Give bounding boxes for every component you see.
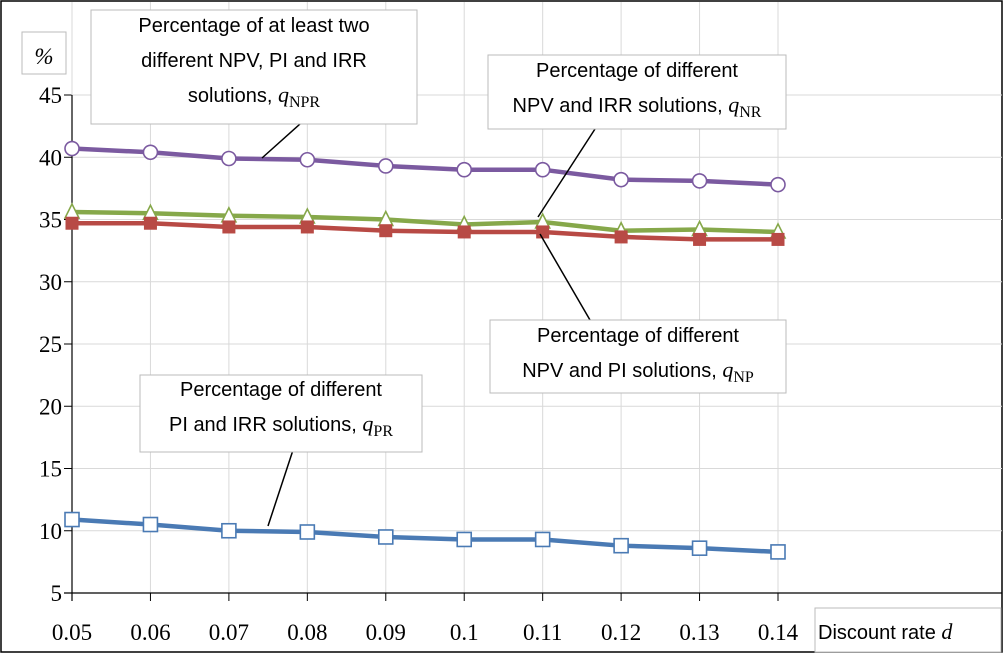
x-axis-label: Discount rate d	[818, 619, 953, 644]
annotation-arrow	[267, 440, 297, 527]
annotation-symbol: q	[728, 92, 739, 117]
marker	[300, 220, 314, 234]
annotation-subscript: PR	[373, 423, 393, 440]
marker	[299, 151, 316, 168]
annotation-line: Percentage of different	[537, 325, 739, 347]
marker	[771, 232, 785, 246]
y-label-box	[21, 31, 67, 75]
x-tick-label: 0.06	[130, 620, 170, 645]
y-tick-label: 35	[39, 208, 62, 233]
annotation-subscript: NR	[739, 104, 762, 121]
marker	[691, 540, 708, 556]
annotation-arrow	[537, 128, 596, 218]
marker	[221, 522, 237, 539]
y-tick-label: 40	[39, 145, 62, 170]
annotation-line: Percentage of at least two	[138, 15, 369, 37]
annotation-box	[489, 319, 787, 394]
annotation-subscript: NPR	[289, 94, 320, 111]
y-tick-label: 20	[39, 394, 62, 419]
x-tick-label: 0.08	[287, 620, 327, 645]
x-tick-label: 0.13	[679, 620, 719, 645]
marker	[299, 524, 316, 540]
x-tick-label: 0.05	[52, 620, 92, 645]
annotation-line: NPV and IRR solutions,	[513, 95, 723, 117]
annotation-subscript: NP	[733, 369, 754, 386]
annotation-line: PI and IRR solutions,	[169, 414, 357, 436]
x-tick-label: 0.09	[366, 620, 406, 645]
annotation-line: Percentage of different	[180, 379, 382, 401]
annotation-text: Percentage of different	[537, 325, 739, 347]
marker	[221, 150, 237, 167]
annotation-text: Percentage of different	[180, 379, 382, 401]
x-tick-label: 0.12	[601, 620, 641, 645]
x-axis-symbol: d	[941, 619, 953, 644]
annotation-text: solutions, qNPR	[188, 82, 321, 111]
marker	[691, 173, 708, 189]
marker	[456, 531, 473, 548]
marker	[64, 140, 80, 157]
series-line	[72, 220, 778, 242]
x-tick-label: 0.14	[758, 620, 799, 645]
marker	[142, 144, 159, 161]
marker	[770, 176, 786, 193]
x-label-box	[814, 607, 1002, 653]
x-tick-label: 0.1	[450, 620, 479, 645]
annotation-text: different NPV, PI and IRR	[141, 50, 367, 72]
y-tick-label: 15	[39, 457, 62, 482]
annotation-box	[139, 374, 423, 453]
y-axis-label: %	[34, 44, 53, 69]
annotation-symbol: q	[722, 357, 733, 382]
series-line	[71, 146, 779, 187]
annotation-symbol: q	[278, 82, 289, 107]
annotation-arrow	[261, 123, 301, 159]
marker	[534, 161, 551, 178]
marker	[222, 220, 236, 234]
annotation-text: Percentage of at least two	[138, 15, 369, 37]
y-tick-label: 5	[51, 581, 63, 606]
x-tick-label: 0.07	[209, 620, 249, 645]
annotation-line: NPV and PI solutions,	[522, 360, 717, 382]
annotation-text: NPV and IRR solutions, qNR	[513, 92, 762, 121]
marker	[65, 216, 79, 230]
marker	[377, 158, 394, 174]
x-tick-label: 0.11	[523, 620, 562, 645]
annotation-symbol: q	[362, 411, 373, 436]
y-tick-label: 30	[39, 270, 62, 295]
marker	[693, 232, 707, 246]
annotation-line: Percentage of different	[536, 60, 738, 82]
y-tick-label: 25	[39, 332, 62, 357]
annotation-text: Percentage of different	[536, 60, 738, 82]
marker	[534, 531, 551, 548]
marker	[456, 161, 473, 178]
annotation-line: solutions,	[188, 85, 273, 107]
annotation-text: PI and IRR solutions, qPR	[169, 411, 393, 440]
marker	[613, 537, 629, 554]
marker	[142, 516, 159, 533]
marker	[536, 225, 550, 239]
x-axis-label-text: Discount rate	[818, 622, 936, 644]
marker	[457, 225, 471, 239]
annotation-arrow	[539, 233, 591, 321]
marker	[614, 230, 628, 244]
marker	[143, 216, 157, 230]
marker	[613, 171, 629, 188]
series-line	[71, 517, 779, 555]
annotation-text: NPV and PI solutions, qNP	[522, 357, 754, 386]
marker	[770, 544, 786, 560]
y-tick-label: 10	[39, 519, 62, 544]
y-tick-label: 45	[39, 83, 62, 108]
annotation-box	[487, 54, 787, 130]
marker	[379, 224, 393, 238]
marker	[377, 529, 394, 545]
series-line	[71, 209, 779, 235]
annotation-box	[90, 9, 418, 125]
marker	[64, 511, 80, 528]
annotation-line: different NPV, PI and IRR	[141, 50, 367, 72]
